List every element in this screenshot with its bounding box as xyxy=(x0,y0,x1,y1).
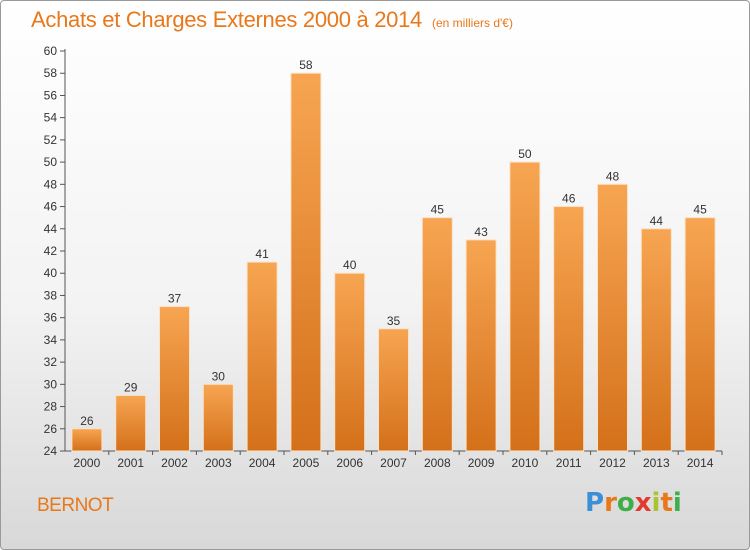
data-label: 41 xyxy=(255,247,269,261)
bar-2012 xyxy=(597,183,628,452)
x-tick-label: 2006 xyxy=(336,456,363,470)
bar-2003 xyxy=(202,383,234,452)
y-tick-label: 52 xyxy=(44,133,58,147)
bar-2009 xyxy=(465,239,497,452)
y-tick-label: 38 xyxy=(44,288,58,302)
chart-title-text: Achats et Charges Externes 2000 à 2014 xyxy=(31,7,422,32)
data-label: 46 xyxy=(562,192,576,206)
chart-title: Achats et Charges Externes 2000 à 2014 (e… xyxy=(31,7,513,33)
bar-2007 xyxy=(378,328,409,452)
logo-letter: x xyxy=(634,488,652,518)
bar-2002 xyxy=(159,306,190,452)
logo-letter: r xyxy=(604,488,617,518)
y-tick-label: 56 xyxy=(44,88,58,102)
data-label: 29 xyxy=(124,380,138,394)
y-tick-label: 48 xyxy=(44,177,58,191)
y-tick-label: 46 xyxy=(44,200,58,214)
x-tick-label: 2000 xyxy=(74,456,101,470)
bar-2013 xyxy=(640,228,672,452)
x-tick-label: 2013 xyxy=(643,456,670,470)
bar-2004 xyxy=(246,261,278,452)
data-label: 40 xyxy=(343,258,357,272)
x-tick-label: 2014 xyxy=(687,456,714,470)
data-label: 45 xyxy=(431,203,445,217)
town-name: BERNOT xyxy=(37,495,114,516)
data-label: 58 xyxy=(299,58,313,72)
y-tick-label: 54 xyxy=(44,111,58,125)
y-tick-label: 40 xyxy=(44,266,58,280)
y-tick-label: 58 xyxy=(44,66,58,80)
data-label: 30 xyxy=(212,369,226,383)
y-tick-label: 42 xyxy=(44,244,58,258)
x-tick-label: 2012 xyxy=(599,456,626,470)
data-label: 44 xyxy=(650,214,664,228)
y-tick-label: 32 xyxy=(44,355,58,369)
y-tick-label: 50 xyxy=(44,155,58,169)
x-tick-label: 2003 xyxy=(205,456,232,470)
data-label: 43 xyxy=(474,225,488,239)
x-tick-label: 2007 xyxy=(380,456,407,470)
chart-subtitle: (en milliers d'€) xyxy=(431,16,513,30)
bar-2010 xyxy=(509,161,541,452)
x-tick-label: 2002 xyxy=(161,456,188,470)
proxiti-logo: Proxiti xyxy=(585,488,682,518)
y-tick-label: 44 xyxy=(44,222,58,236)
data-label: 37 xyxy=(168,292,182,306)
y-tick-label: 24 xyxy=(44,444,58,458)
x-tick-label: 2010 xyxy=(512,456,539,470)
y-tick-label: 34 xyxy=(44,333,58,347)
logo-letter: P xyxy=(585,488,605,518)
data-label: 48 xyxy=(606,169,620,183)
logo-letter: o xyxy=(616,488,635,518)
data-label: 50 xyxy=(518,147,532,161)
logo-letter: i xyxy=(672,488,682,518)
y-tick-label: 36 xyxy=(44,311,58,325)
bar-2008 xyxy=(421,217,453,452)
data-label: 45 xyxy=(693,203,707,217)
bar-2001 xyxy=(115,394,147,452)
bar-2011 xyxy=(553,206,585,452)
bar-2000 xyxy=(71,428,103,452)
data-label: 26 xyxy=(80,414,94,428)
bar-2006 xyxy=(334,272,366,452)
x-tick-label: 2009 xyxy=(468,456,495,470)
x-tick-label: 2001 xyxy=(117,456,144,470)
y-tick-label: 30 xyxy=(44,377,58,391)
x-tick-label: 2008 xyxy=(424,456,451,470)
y-tick-label: 60 xyxy=(44,44,58,58)
x-tick-label: 2005 xyxy=(293,456,320,470)
y-tick-label: 26 xyxy=(44,422,58,436)
bar-2014 xyxy=(684,217,716,452)
logo-letter: i xyxy=(651,488,661,518)
bar-2005 xyxy=(290,72,322,452)
x-tick-label: 2011 xyxy=(556,456,582,470)
data-label: 35 xyxy=(387,314,401,328)
x-tick-label: 2004 xyxy=(249,456,276,470)
y-tick-label: 28 xyxy=(44,400,58,414)
logo-letter: t xyxy=(660,488,673,518)
